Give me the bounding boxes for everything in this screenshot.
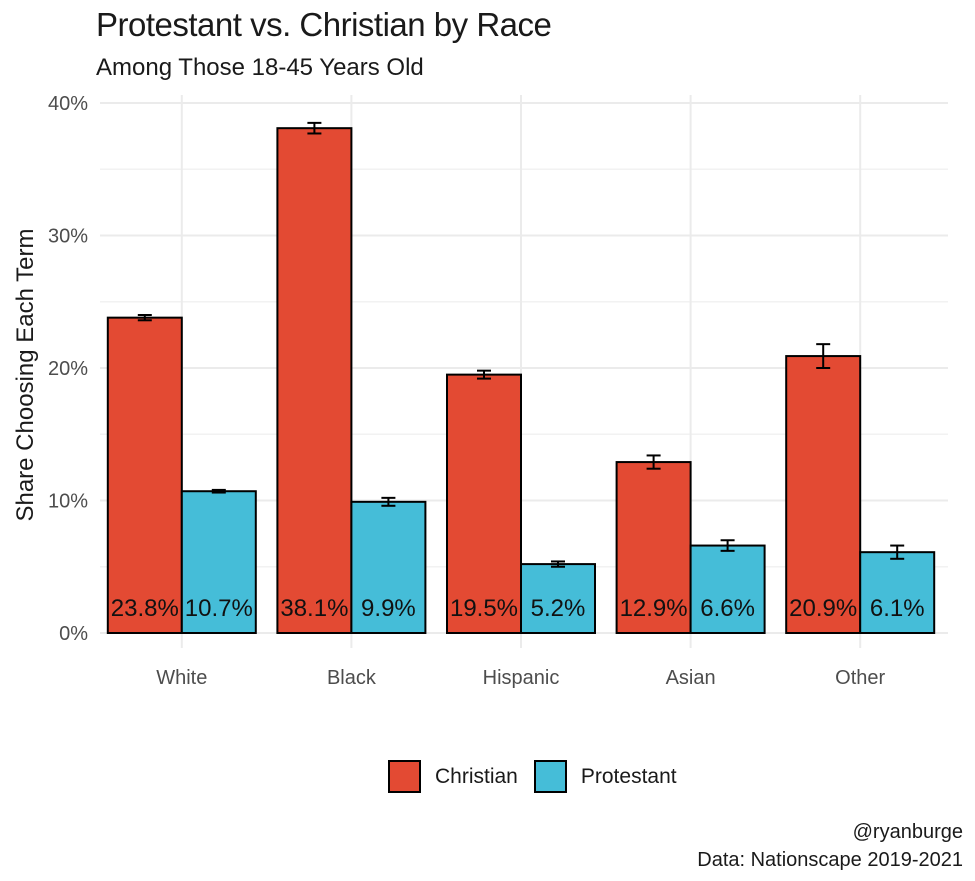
chart-subtitle: Among Those 18-45 Years Old — [96, 54, 424, 81]
data-label: 10.7% — [185, 595, 253, 622]
legend-item-protestant: Protestant — [533, 760, 677, 793]
data-label: 38.1% — [280, 595, 348, 622]
legend-label-protestant: Protestant — [580, 764, 677, 788]
data-label: 9.9% — [361, 595, 416, 622]
y-tick-label: 10% — [48, 491, 88, 513]
legend-key-christian — [388, 760, 421, 793]
y-axis-label: Share Choosing Each Term — [12, 228, 39, 521]
y-tick-label: 20% — [48, 358, 88, 380]
caption-author: @ryanburge — [852, 821, 963, 843]
y-tick-label: 0% — [59, 623, 88, 645]
x-tick-label: Black — [327, 667, 377, 689]
data-label: 6.6% — [700, 595, 755, 622]
y-tick-label: 30% — [48, 226, 88, 248]
data-label: 23.8% — [111, 595, 179, 622]
bar-christian — [785, 355, 862, 634]
x-tick-label: Hispanic — [483, 667, 560, 689]
data-label: 5.2% — [531, 595, 586, 622]
data-label: 12.9% — [620, 595, 688, 622]
caption: @ryanburge Data: Nationscape 2019-2021 — [697, 818, 963, 874]
caption-source: Data: Nationscape 2019-2021 — [697, 849, 963, 871]
data-label: 19.5% — [450, 595, 518, 622]
legend-item-christian: Christian — [388, 760, 518, 793]
data-label: 20.9% — [789, 595, 857, 622]
y-tick-label: 40% — [48, 93, 88, 115]
data-label: 6.1% — [870, 595, 925, 622]
legend-key-protestant — [533, 760, 567, 793]
legend-label-christian: Christian — [435, 764, 518, 788]
bar-protestant — [180, 490, 257, 634]
bar-protestant — [350, 500, 427, 635]
legend: Christian Protestant — [388, 760, 693, 793]
bar-christian — [106, 316, 183, 634]
bar-protestant — [689, 544, 766, 634]
bar-protestant — [520, 563, 596, 634]
x-tick-label: Asian — [666, 667, 716, 689]
x-tick-label: White — [156, 667, 207, 689]
bar-christian — [615, 461, 692, 635]
chart-title: Protestant vs. Christian by Race — [96, 6, 552, 43]
x-tick-label: Other — [835, 667, 885, 689]
bar-christian — [446, 373, 522, 634]
bar-christian — [276, 127, 353, 635]
